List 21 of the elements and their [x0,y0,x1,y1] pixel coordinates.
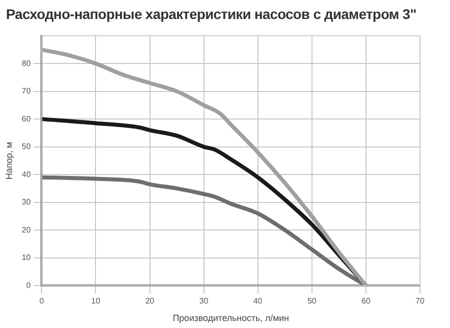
y-axis-title: Напор, м [4,142,14,180]
y-tick-label: 40 [22,170,32,179]
x-tick-label: 50 [307,296,317,306]
y-tick-label: 70 [22,86,32,96]
y-tick-label: 30 [22,198,32,207]
x-tick-label: 30 [199,296,209,306]
x-tick-label: 70 [416,296,425,306]
x-tick-label: 40 [253,296,263,306]
chart-title: Расходно-напорные характеристики насосов с диаметром 3" [5,5,418,24]
x-tick-label: 0 [39,296,44,306]
line-series [42,48,368,286]
y-tick-label: 10 [22,253,32,262]
x-axis-title: Производительность, л/мин [172,313,290,324]
x-tick-label: 20 [145,296,155,306]
y-tick-label: 80 [22,58,32,68]
y-tick-label: 0 [26,280,32,290]
y-tick-label: 60 [22,114,32,124]
y-tick-label: 50 [22,142,32,152]
y-tick-label: 20 [22,225,32,234]
x-tick-label: 10 [91,296,101,306]
x-tick-label: 60 [362,296,371,306]
